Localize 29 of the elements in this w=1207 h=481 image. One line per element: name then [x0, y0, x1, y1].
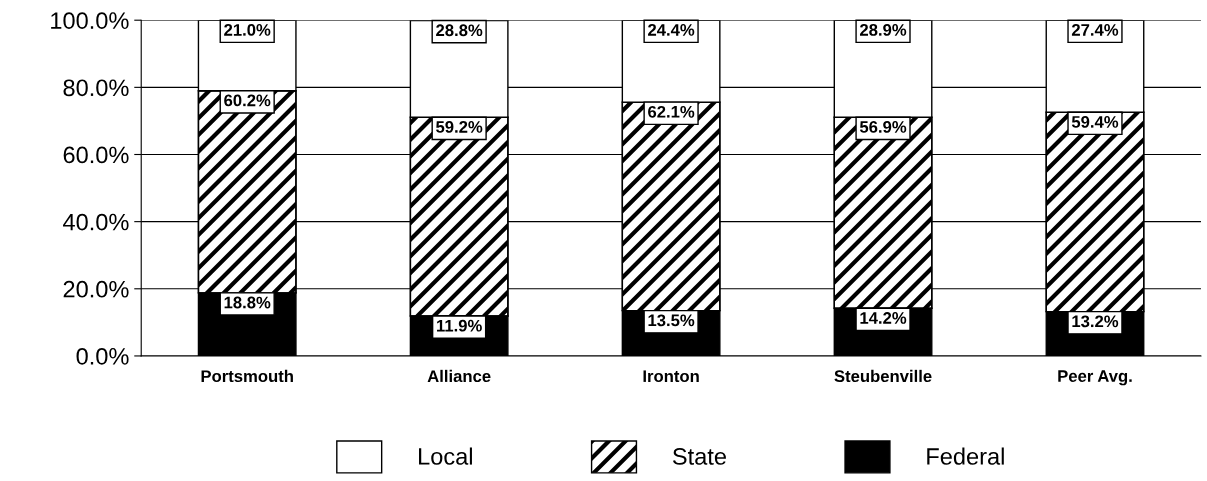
x-tick-label: Portsmouth [201, 369, 293, 383]
data-label: 28.9% [859, 24, 907, 36]
legend-label: Local [419, 447, 472, 465]
y-tick-label: 80.0% [63, 79, 129, 97]
data-label: 56.9% [859, 121, 907, 133]
data-label: 24.4% [648, 24, 695, 36]
data-label: 21.0% [224, 24, 271, 36]
legend-label: Federal [927, 447, 1004, 465]
data-label: 27.4% [1071, 24, 1119, 36]
x-tick-label: Ironton [643, 370, 699, 383]
y-tick-label: 60.0% [63, 146, 129, 164]
data-label: 59.4% [1071, 115, 1119, 128]
y-tick-label: 100.0% [51, 12, 129, 29]
legend-label: State [672, 448, 726, 465]
y-tick-label: 40.0% [63, 213, 129, 231]
data-label: 60.2% [224, 94, 271, 107]
y-tick-label: 20.0% [63, 280, 129, 298]
data-label: 11.9% [437, 319, 482, 332]
x-tick-label: Peer Avg. [1058, 370, 1132, 386]
data-label: 18.8% [224, 296, 271, 309]
data-label: 62.1% [648, 105, 695, 118]
y-tick-label: 0.0% [76, 348, 129, 365]
data-label: 14.2% [860, 312, 907, 324]
x-tick-label: Steubenville [834, 369, 932, 383]
data-label: 13.2% [1072, 315, 1119, 328]
data-label: 28.8% [436, 24, 483, 37]
data-label: 59.2% [436, 121, 483, 133]
data-label: 13.5% [648, 314, 695, 327]
x-tick-label: Alliance [427, 369, 491, 383]
